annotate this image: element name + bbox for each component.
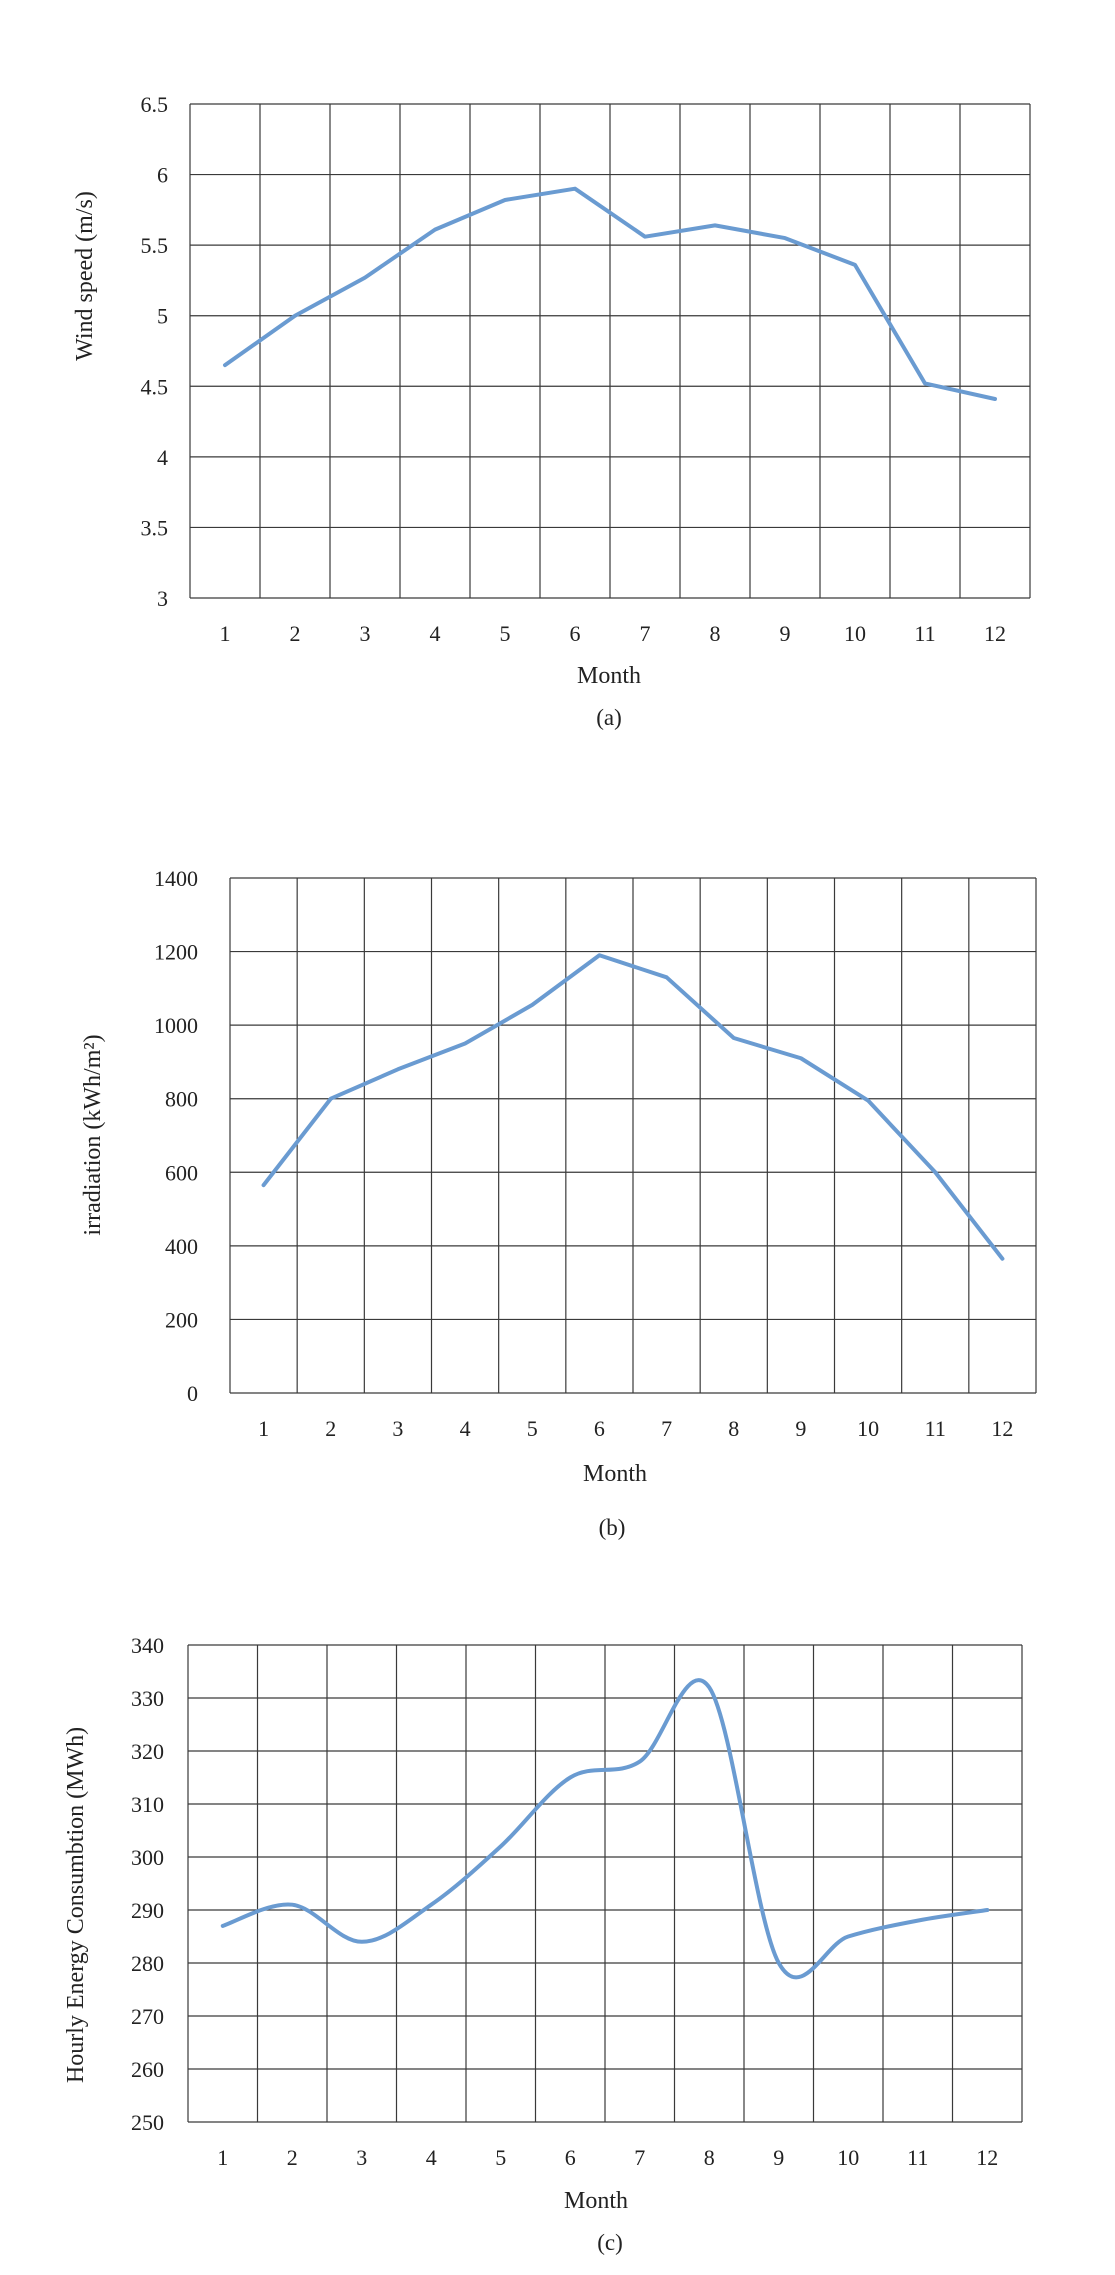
x-axis-title: Month [583, 1461, 647, 1487]
x-tick-label: 5 [527, 1416, 538, 1441]
y-tick-label: 310 [131, 1792, 164, 1817]
y-axis-title: Hourly Energy Consumbtion (MWh) [63, 1727, 89, 2083]
y-axis-title: irradiation (kWh/m²) [80, 1034, 106, 1235]
series-line [223, 186, 997, 401]
y-tick-label: 5 [157, 304, 168, 329]
x-tick-label: 5 [500, 621, 511, 646]
chart-caption: (a) [596, 705, 622, 730]
x-axis-title: Month [564, 2188, 628, 2214]
y-tick-label: 280 [131, 1951, 164, 1976]
y-tick-label: 260 [131, 2057, 164, 2082]
x-tick-label: 4 [460, 1416, 471, 1441]
x-tick-label: 11 [907, 2145, 928, 2170]
x-tick-label: 2 [325, 1416, 336, 1441]
series-group [223, 186, 997, 401]
x-tick-label: 9 [795, 1416, 806, 1441]
y-tick-label: 1200 [154, 940, 198, 965]
x-tick-label: 9 [773, 2145, 784, 2170]
y-tick-label: 4.5 [141, 374, 169, 399]
y-tick-label: 0 [187, 1381, 198, 1406]
x-tick-label: 10 [837, 2145, 859, 2170]
x-tick-label: 11 [914, 621, 935, 646]
series-line [261, 953, 1005, 1261]
x-tick-label: 12 [984, 621, 1006, 646]
x-tick-labels: 1 2 3 4 5 6 7 8 9 10 11 12 [258, 1416, 1013, 1441]
y-tick-label: 3.5 [141, 515, 169, 540]
y-tick-label: 6 [157, 163, 168, 188]
x-tick-labels: 1 2 3 4 5 6 7 8 9 10 11 12 [220, 621, 1007, 646]
y-tick-labels: 250 260 270 280 290 300 310 320 330 340 [131, 1633, 164, 2135]
y-tick-labels: 0 200 400 600 800 1000 1200 1400 [154, 866, 198, 1406]
x-tick-label: 3 [356, 2145, 367, 2170]
x-tick-label: 1 [258, 1416, 269, 1441]
y-tick-label: 290 [131, 1898, 164, 1923]
y-tick-label: 340 [131, 1633, 164, 1658]
x-tick-label: 6 [570, 621, 581, 646]
x-tick-label: 4 [426, 2145, 437, 2170]
x-tick-labels: 1 2 3 4 5 6 7 8 9 10 11 12 [217, 2145, 998, 2170]
x-tick-label: 4 [430, 621, 441, 646]
x-tick-label: 8 [728, 1416, 739, 1441]
y-tick-label: 600 [165, 1160, 198, 1185]
y-tick-label: 320 [131, 1739, 164, 1764]
x-tick-label: 1 [220, 621, 231, 646]
x-tick-label: 9 [780, 621, 791, 646]
x-tick-label: 2 [290, 621, 301, 646]
y-tick-label: 400 [165, 1234, 198, 1259]
y-tick-labels: 3 3.5 4 4.5 5 5.5 6 6.5 [141, 92, 169, 611]
y-tick-label: 200 [165, 1307, 198, 1332]
x-tick-label: 8 [710, 621, 721, 646]
x-tick-label: 1 [217, 2145, 228, 2170]
x-tick-label: 6 [594, 1416, 605, 1441]
plot-grid [189, 103, 1031, 599]
chart-caption: (c) [597, 2230, 623, 2255]
y-axis-title: Wind speed (m/s) [72, 191, 98, 361]
y-tick-label: 5.5 [141, 233, 169, 258]
x-tick-label: 5 [495, 2145, 506, 2170]
y-tick-label: 800 [165, 1087, 198, 1112]
y-tick-label: 1400 [154, 866, 198, 891]
x-tick-label: 11 [925, 1416, 946, 1441]
x-tick-label: 7 [634, 2145, 645, 2170]
x-tick-label: 12 [991, 1416, 1013, 1441]
y-tick-label: 4 [157, 445, 168, 470]
y-tick-label: 300 [131, 1845, 164, 1870]
x-tick-label: 7 [640, 621, 651, 646]
y-tick-label: 250 [131, 2110, 164, 2135]
y-tick-label: 1000 [154, 1013, 198, 1038]
x-tick-label: 8 [704, 2145, 715, 2170]
x-axis-title: Month [577, 663, 641, 689]
x-tick-label: 10 [857, 1416, 879, 1441]
x-tick-label: 12 [976, 2145, 998, 2170]
y-tick-label: 6.5 [141, 92, 169, 117]
x-tick-label: 2 [287, 2145, 298, 2170]
chart-wind-speed: 33.544.555.566.5 1 2 3 4 5 6 7 8 9 10 11 12 Wind sp… [72, 92, 1031, 730]
y-tick-label: 270 [131, 2004, 164, 2029]
series-group [261, 953, 1005, 1261]
x-tick-label: 3 [392, 1416, 403, 1441]
x-tick-label: 3 [360, 621, 371, 646]
y-tick-label: 3 [157, 586, 168, 611]
x-tick-label: 7 [661, 1416, 672, 1441]
y-tick-label: 330 [131, 1686, 164, 1711]
x-tick-label: 10 [844, 621, 866, 646]
plot-grid [229, 877, 1037, 1394]
series-line [220, 1678, 990, 1980]
plot-grid [187, 1644, 1023, 2123]
series-group [220, 1678, 990, 1980]
x-tick-label: 6 [565, 2145, 576, 2170]
chart-caption: (b) [599, 1515, 626, 1540]
